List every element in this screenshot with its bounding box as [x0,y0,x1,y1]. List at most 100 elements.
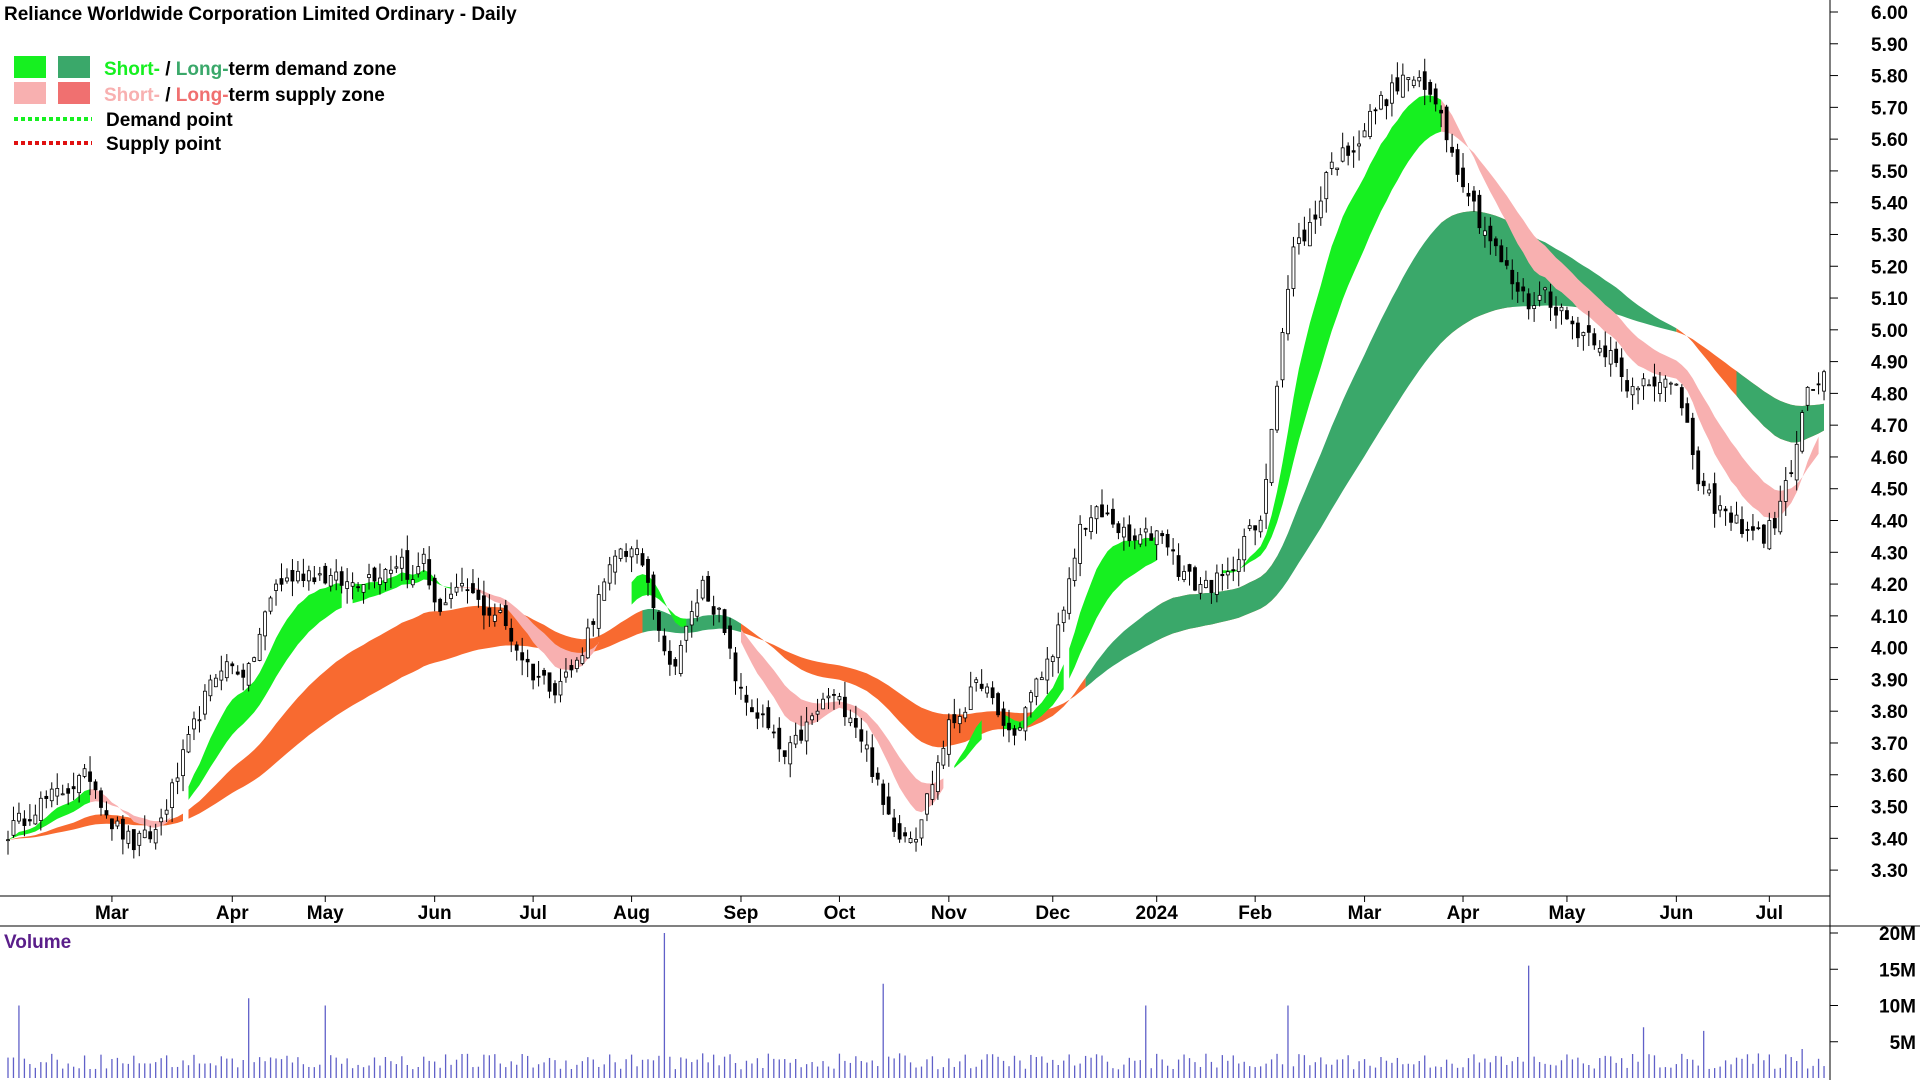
candle-body [1351,150,1356,153]
candle-body [996,693,1000,716]
candle-body [1061,609,1066,624]
candle-body [1783,480,1788,502]
candle-body [164,809,169,815]
price-tick-label: 4.80 [1871,384,1908,405]
candle-body [596,594,601,629]
candle-body [1668,382,1673,385]
candle-body [1679,387,1684,409]
candle-body [1767,520,1772,550]
candle-body [585,627,590,659]
candle-body [1647,384,1651,387]
candle-body [941,747,946,766]
candle-body [651,574,656,609]
candle-body [624,551,629,557]
candle-body [640,553,645,566]
candle-body [914,838,918,843]
candle-body [290,569,295,582]
candle-body [1625,380,1630,392]
candle-body [1663,378,1668,388]
candle-body [246,663,251,686]
candle-body [465,589,470,592]
price-tick-label: 4.70 [1871,416,1908,437]
price-tick-label: 5.40 [1871,194,1908,215]
candle-body [131,829,136,851]
candle-body [1674,383,1679,386]
candle-body [1034,678,1039,697]
candle-body [886,796,891,815]
candle-body [1176,555,1181,577]
candle-body [542,669,546,676]
candle-body [1231,569,1236,572]
candle-body [1318,200,1323,219]
candle-body [810,715,814,721]
candle-body [1368,110,1372,137]
price-tick-label: 6.00 [1871,3,1908,24]
candle-body [985,686,990,694]
candle-body [662,635,667,652]
candle-body [192,718,196,730]
candle-body [1532,305,1537,309]
candle-body [574,659,579,669]
candle-body [744,694,749,703]
candle-body [646,559,650,583]
price-tick-label: 3.80 [1871,702,1908,723]
volume-label: Volume [4,932,71,953]
candle-body [509,627,514,642]
candle-body [558,680,563,696]
candle-body [492,614,497,622]
candle-body [186,734,191,753]
candle-body [175,777,180,782]
long-supply-zone [188,605,643,819]
short-supply-zone [741,629,944,813]
candle-body [235,671,240,675]
candle-body [142,829,147,839]
candle-body [766,707,771,729]
candle-body [1209,579,1214,593]
candle-body [115,820,120,827]
candle-body [919,819,924,839]
price-tick-label: 5.00 [1871,321,1908,342]
candle-body [1329,161,1334,169]
candle-body [979,683,984,689]
candle-body [1417,77,1422,82]
candle-body [711,606,716,615]
candle-body [481,595,486,616]
price-tick-label: 4.20 [1871,575,1908,596]
price-tick-label: 5.10 [1871,289,1908,310]
candle-body [1444,106,1449,141]
candle-body [1078,523,1083,564]
candle-body [317,573,322,576]
candle-body [1718,505,1723,511]
volume-tick-label: 15M [1879,960,1916,981]
candle-body [1121,526,1126,538]
candle-body [722,609,727,633]
date-tick-label: Mar [95,903,129,924]
candle-body [1264,479,1268,514]
candle-body [1001,708,1006,726]
candle-body [44,795,49,799]
candle-body [274,583,278,591]
candle-body [1554,306,1558,316]
price-tick-label: 5.60 [1871,130,1908,151]
candle-body [378,577,382,585]
price-tick-label: 4.60 [1871,448,1908,469]
price-tick-label: 5.50 [1871,162,1908,183]
candle-body [1488,225,1493,242]
candle-body [531,663,536,681]
candle-body [339,571,344,586]
candle-body [1515,282,1520,292]
candle-body [1466,192,1471,197]
date-tick-label: Jul [1756,903,1783,924]
candle-body [405,550,410,580]
candle-body [525,658,530,663]
short-demand-zone [631,574,687,627]
candle-body [203,690,207,715]
candle-body [760,713,765,716]
legend: Short- / Long-term demand zone Short- / … [14,56,396,155]
candle-body [1089,517,1093,532]
candle-body [1275,385,1279,431]
candle-body [602,581,607,601]
candle-body [1012,728,1017,736]
candle-body [1406,77,1411,80]
candle-body [460,582,464,587]
